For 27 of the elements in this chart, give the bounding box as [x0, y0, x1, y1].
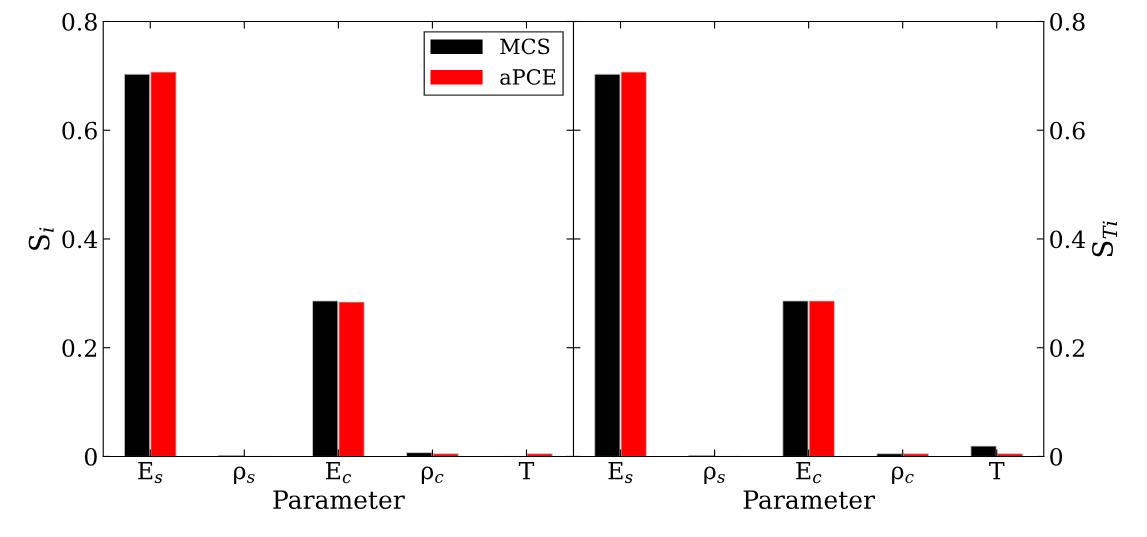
y-tick-label: 0: [84, 447, 97, 466]
x-tick-label: T: [518, 462, 535, 480]
y-tick-label: 0.8: [62, 12, 97, 31]
x-tick-label: E$_{s}$: [608, 462, 633, 484]
y-axis-title: S$_{i}$: [28, 227, 54, 250]
x-tick-label: ρ$_{c}$: [421, 466, 444, 484]
y-axis-title: S$_{Ti}$: [1092, 221, 1117, 257]
x-tick-label: ρ$_{s}$: [234, 466, 255, 484]
y-tick-label: 0.2: [1050, 339, 1084, 358]
x-axis-title: Parameter: [743, 490, 876, 510]
y-tick-label: 0.4: [1050, 230, 1085, 249]
bar: [526, 453, 553, 457]
x-tick-label: E$_{s}$: [138, 462, 163, 484]
x-tick-label: E$_{c}$: [796, 462, 822, 484]
y-tick-label: 0.2: [62, 339, 97, 358]
legend-label: MCS: [500, 38, 550, 55]
x-axis-title: Parameter: [273, 490, 405, 510]
y-tick-label: 0.4: [62, 230, 98, 249]
y-tick-label: 0: [1050, 447, 1063, 466]
x-tick-label: T: [989, 462, 1005, 480]
legend-label: aPCE: [500, 69, 556, 85]
x-tick-label: E$_{c}$: [325, 462, 352, 484]
y-tick-label: 0.6: [1050, 121, 1085, 140]
x-tick-label: ρ$_{s}$: [704, 466, 725, 484]
x-tick-label: ρ$_{c}$: [892, 466, 914, 484]
y-tick-label: 0.6: [62, 121, 97, 140]
y-tick-label: 0.8: [1050, 12, 1085, 31]
